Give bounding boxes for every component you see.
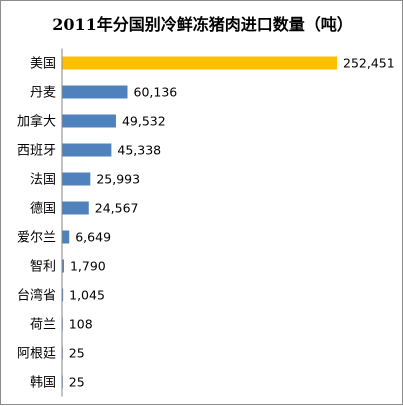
value-label-2: 49,532 xyxy=(122,114,166,129)
value-label-1: 60,136 xyxy=(134,85,178,100)
bar-8 xyxy=(62,288,64,302)
value-label-9: 108 xyxy=(69,317,93,332)
bar-1 xyxy=(62,85,128,99)
category-label-6: 爱尔兰 xyxy=(17,231,56,246)
category-label-3: 西班牙 xyxy=(17,144,56,159)
category-label-9: 荷兰 xyxy=(30,318,56,333)
category-label-4: 法国 xyxy=(30,173,56,188)
bar-0 xyxy=(62,56,337,70)
category-label-8: 台湾省 xyxy=(17,288,56,304)
bar-6 xyxy=(62,230,70,244)
category-label-2: 加拿大 xyxy=(17,114,56,130)
value-label-5: 24,567 xyxy=(95,201,139,216)
value-label-7: 1,790 xyxy=(70,259,106,274)
category-label-11: 韩国 xyxy=(30,376,56,391)
category-label-7: 智利 xyxy=(30,260,56,275)
value-label-3: 45,338 xyxy=(117,143,161,158)
bar-2 xyxy=(62,114,116,128)
category-label-1: 丹麦 xyxy=(30,86,56,101)
bar-3 xyxy=(62,143,112,157)
value-label-10: 25 xyxy=(69,346,85,361)
value-label-6: 6,649 xyxy=(75,230,111,245)
value-label-8: 1,045 xyxy=(69,288,105,303)
bar-7 xyxy=(62,259,64,273)
bar-4 xyxy=(62,172,91,186)
category-label-5: 德国 xyxy=(30,202,56,217)
chart-title: 2011年分国别冷鲜冻猪肉进口数量（吨） xyxy=(52,15,353,34)
category-label-0: 美国 xyxy=(30,57,56,72)
category-label-10: 阿根廷 xyxy=(17,347,56,362)
value-label-4: 25,993 xyxy=(96,172,140,187)
bar-5 xyxy=(62,201,89,215)
value-label-11: 25 xyxy=(69,375,85,390)
value-label-0: 252,451 xyxy=(343,56,395,71)
